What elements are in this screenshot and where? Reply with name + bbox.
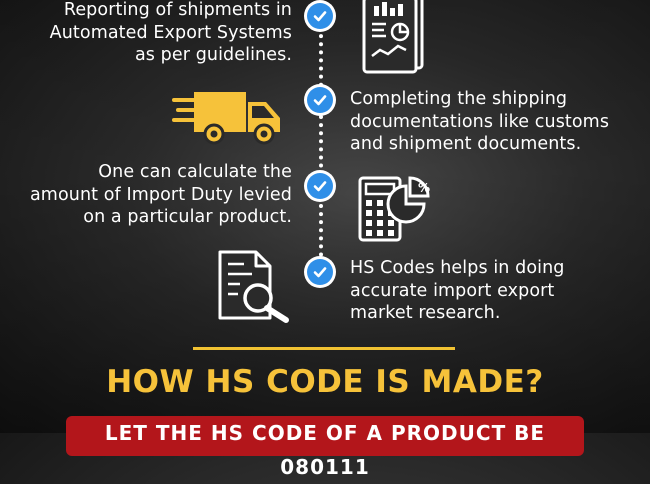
section-heading: HOW HS CODE IS MADE? [106,364,544,400]
report-chart-icon [362,0,424,74]
svg-text:%: % [418,181,430,195]
step-2-text: Completing the shipping documentations l… [350,89,610,154]
background [0,0,650,433]
hs-code-banner: LET THE HS CODE OF A PRODUCT BE 080111 [66,416,584,479]
check-icon [304,170,336,202]
step-4-text: HS Codes helps in doing accurate import … [350,258,565,323]
timeline-dotted-line [319,18,323,273]
check-icon [304,0,336,32]
delivery-truck-icon [172,92,280,145]
check-icon [304,84,336,116]
step-1-text: Reporting of shipments in Automated Expo… [49,0,292,65]
check-icon [304,256,336,288]
document-search-icon [218,250,289,323]
calculator-chart-icon: % [358,176,430,242]
section-divider [193,347,455,350]
step-3-text: One can calculate the amount of Import D… [29,162,292,227]
